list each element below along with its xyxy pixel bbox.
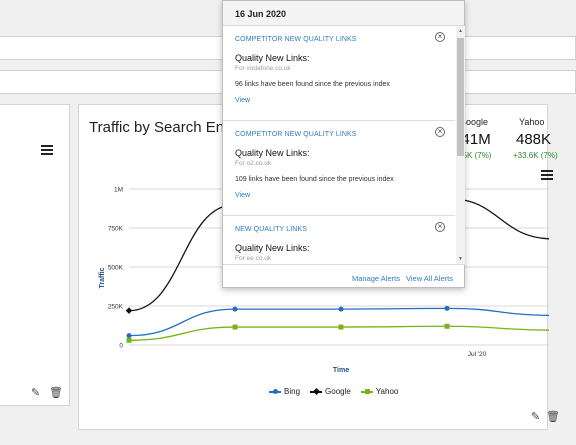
trash-icon[interactable]: 🗑 <box>49 387 63 399</box>
legend-item-google[interactable]: Google <box>310 387 351 396</box>
alert-heading: Quality New Links: <box>235 148 310 158</box>
alert-type-link[interactable]: COMPETITOR NEW QUALITY LINKS <box>235 131 357 138</box>
alerts-popup: 16 Jun 2020 COMPETITOR NEW QUALITY LINKS… <box>222 0 466 288</box>
close-icon[interactable]: × <box>435 32 445 42</box>
view-all-alerts-link[interactable]: View All Alerts <box>406 274 453 283</box>
widget-title: Traffic by Search Engines <box>89 119 260 136</box>
stat-name: Yahoo <box>519 117 545 127</box>
alert-type-link[interactable]: NEW QUALITY LINKS <box>235 226 307 233</box>
data-point-bing[interactable] <box>232 306 238 312</box>
legend-item-bing[interactable]: Bing <box>269 387 300 396</box>
alert-heading: Quality New Links: <box>235 243 310 253</box>
legend-swatch <box>360 388 373 394</box>
data-point-yahoo[interactable] <box>232 324 238 330</box>
x-axis-label: Time <box>333 367 349 374</box>
y-tick-label: 0 <box>119 343 123 350</box>
alert-item: COMPETITOR NEW QUALITY LINKS Quality New… <box>223 121 455 216</box>
alert-type-link[interactable]: COMPETITOR NEW QUALITY LINKS <box>235 36 357 43</box>
data-point-yahoo[interactable] <box>126 337 132 343</box>
stat-change: +33.6K (7%) <box>513 151 558 160</box>
alerts-list[interactable]: COMPETITOR NEW QUALITY LINKS Quality New… <box>223 26 455 264</box>
alert-source: For o2.co.uk <box>235 160 272 167</box>
scrollbar-thumb[interactable] <box>457 38 464 156</box>
alerts-date-header: 16 Jun 2020 <box>223 1 464 26</box>
x-tick-label: Jul '20 <box>468 351 487 358</box>
legend-swatch <box>310 387 323 395</box>
legend-swatch <box>269 388 281 394</box>
close-icon[interactable]: × <box>435 222 445 232</box>
manage-alerts-link[interactable]: Manage Alerts <box>352 274 400 283</box>
hamburger-menu-icon[interactable] <box>41 145 53 155</box>
pencil-icon[interactable]: ✎ <box>31 387 41 399</box>
data-point-bing[interactable] <box>444 305 450 311</box>
y-tick-label: 250K <box>108 304 124 311</box>
y-tick-label: 500K <box>108 265 124 272</box>
legend-label: Google <box>325 387 351 396</box>
stat-name: Google <box>459 117 489 127</box>
data-point-bing[interactable] <box>338 306 344 312</box>
alert-view-link[interactable]: View <box>235 97 251 104</box>
alert-message: 96 links have been found since the previ… <box>235 81 390 88</box>
stat-change: +235K (7%) <box>449 151 492 160</box>
scroll-up-icon[interactable]: ▲ <box>458 28 463 34</box>
alert-item: COMPETITOR NEW QUALITY LINKS Quality New… <box>223 26 455 121</box>
pencil-icon[interactable]: ✎ <box>531 411 541 423</box>
alert-source: For ee.co.uk <box>235 255 272 262</box>
data-point-google[interactable] <box>125 307 133 314</box>
alerts-footer: Manage Alerts View All Alerts <box>223 264 466 288</box>
alert-source: For vodafone.co.uk <box>235 65 291 72</box>
legend-label: Bing <box>284 387 301 396</box>
y-tick-label: 1M <box>114 187 123 194</box>
left-widget-card: ✎ 🗑 <box>0 104 70 406</box>
data-point-yahoo[interactable] <box>444 323 450 329</box>
data-point-yahoo[interactable] <box>338 324 344 330</box>
alert-message: 109 links have been found since the prev… <box>235 176 394 183</box>
data-point-bing[interactable] <box>126 333 132 339</box>
alert-item: NEW QUALITY LINKS Quality New Links: For… <box>223 216 455 264</box>
legend-label: Yahoo <box>375 387 399 396</box>
alert-heading: Quality New Links: <box>235 53 310 63</box>
y-tick-label: 750K <box>108 226 124 233</box>
y-axis-label: Traffic <box>99 267 106 288</box>
trash-icon[interactable]: 🗑 <box>546 411 560 423</box>
alerts-scrollbar[interactable]: ▲ ▼ <box>456 26 465 264</box>
stat-value: 488K <box>516 131 552 148</box>
chart-legend: Bing Google Yahoo <box>269 387 398 396</box>
alert-view-link[interactable]: View <box>235 192 251 199</box>
scroll-down-icon[interactable]: ▼ <box>458 256 463 262</box>
yahoo-stat: Yahoo 488K +33.6K (7%) <box>513 117 558 160</box>
legend-item-yahoo[interactable]: Yahoo <box>360 387 399 396</box>
close-icon[interactable]: × <box>435 127 445 137</box>
chart-menu-icon[interactable] <box>541 170 553 180</box>
